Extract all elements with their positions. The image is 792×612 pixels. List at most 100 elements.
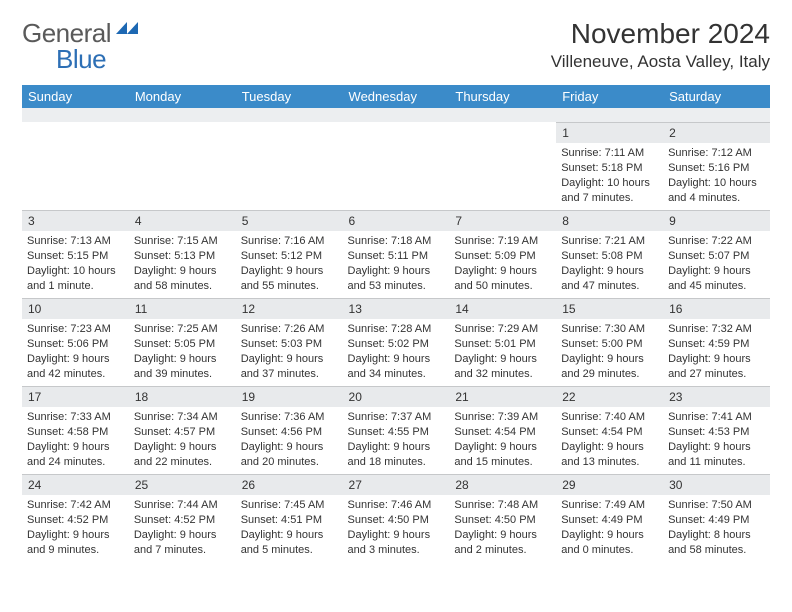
day-number: 10 (22, 298, 129, 319)
sunrise-text: Sunrise: 7:12 AM (668, 146, 765, 161)
day-body: Sunrise: 7:12 AMSunset: 5:16 PMDaylight:… (663, 143, 770, 210)
day-number: 14 (449, 298, 556, 319)
day-body: Sunrise: 7:42 AMSunset: 4:52 PMDaylight:… (22, 495, 129, 562)
sunset-text: Sunset: 5:07 PM (668, 249, 765, 264)
calendar-day-cell: 12Sunrise: 7:26 AMSunset: 5:03 PMDayligh… (236, 298, 343, 386)
sunrise-text: Sunrise: 7:30 AM (561, 322, 658, 337)
dow-header: Monday (129, 85, 236, 108)
day-body: Sunrise: 7:33 AMSunset: 4:58 PMDaylight:… (22, 407, 129, 474)
calendar-day-cell: 7Sunrise: 7:19 AMSunset: 5:09 PMDaylight… (449, 210, 556, 298)
day-number: 9 (663, 210, 770, 231)
day-body: Sunrise: 7:18 AMSunset: 5:11 PMDaylight:… (343, 231, 450, 298)
calendar-day-cell: 25Sunrise: 7:44 AMSunset: 4:52 PMDayligh… (129, 474, 236, 562)
sunset-text: Sunset: 5:11 PM (348, 249, 445, 264)
sunrise-text: Sunrise: 7:44 AM (134, 498, 231, 513)
sunset-text: Sunset: 5:15 PM (27, 249, 124, 264)
sunrise-text: Sunrise: 7:45 AM (241, 498, 338, 513)
sunrise-text: Sunrise: 7:25 AM (134, 322, 231, 337)
day-number: 11 (129, 298, 236, 319)
daylight-text: Daylight: 9 hours and 32 minutes. (454, 352, 551, 382)
dow-header: Friday (556, 85, 663, 108)
sunset-text: Sunset: 5:03 PM (241, 337, 338, 352)
day-number: 12 (236, 298, 343, 319)
daylight-text: Daylight: 9 hours and 27 minutes. (668, 352, 765, 382)
sunset-text: Sunset: 4:50 PM (454, 513, 551, 528)
sunrise-text: Sunrise: 7:33 AM (27, 410, 124, 425)
day-number: 5 (236, 210, 343, 231)
day-number: 7 (449, 210, 556, 231)
calendar-day-cell: 15Sunrise: 7:30 AMSunset: 5:00 PMDayligh… (556, 298, 663, 386)
calendar-day-cell: 28Sunrise: 7:48 AMSunset: 4:50 PMDayligh… (449, 474, 556, 562)
day-number: 13 (343, 298, 450, 319)
calendar-day-cell: 4Sunrise: 7:15 AMSunset: 5:13 PMDaylight… (129, 210, 236, 298)
daylight-text: Daylight: 9 hours and 50 minutes. (454, 264, 551, 294)
day-body: Sunrise: 7:45 AMSunset: 4:51 PMDaylight:… (236, 495, 343, 562)
spacer-row (22, 108, 770, 122)
sunrise-text: Sunrise: 7:50 AM (668, 498, 765, 513)
calendar-day-cell: 8Sunrise: 7:21 AMSunset: 5:08 PMDaylight… (556, 210, 663, 298)
sunrise-text: Sunrise: 7:37 AM (348, 410, 445, 425)
logo-mark-icon (116, 20, 138, 43)
sunset-text: Sunset: 5:06 PM (27, 337, 124, 352)
sunset-text: Sunset: 5:02 PM (348, 337, 445, 352)
daylight-text: Daylight: 9 hours and 11 minutes. (668, 440, 765, 470)
day-body: Sunrise: 7:21 AMSunset: 5:08 PMDaylight:… (556, 231, 663, 298)
sunset-text: Sunset: 4:54 PM (561, 425, 658, 440)
sunset-text: Sunset: 4:56 PM (241, 425, 338, 440)
sunrise-text: Sunrise: 7:42 AM (27, 498, 124, 513)
calendar-day-cell: 23Sunrise: 7:41 AMSunset: 4:53 PMDayligh… (663, 386, 770, 474)
calendar-day-cell: 3Sunrise: 7:13 AMSunset: 5:15 PMDaylight… (22, 210, 129, 298)
day-body: Sunrise: 7:34 AMSunset: 4:57 PMDaylight:… (129, 407, 236, 474)
day-body: Sunrise: 7:50 AMSunset: 4:49 PMDaylight:… (663, 495, 770, 562)
daylight-text: Daylight: 9 hours and 37 minutes. (241, 352, 338, 382)
day-number: 15 (556, 298, 663, 319)
calendar-day-cell: 22Sunrise: 7:40 AMSunset: 4:54 PMDayligh… (556, 386, 663, 474)
sunset-text: Sunset: 4:53 PM (668, 425, 765, 440)
day-number: 8 (556, 210, 663, 231)
sunrise-text: Sunrise: 7:19 AM (454, 234, 551, 249)
calendar-day-cell (449, 122, 556, 210)
daylight-text: Daylight: 9 hours and 47 minutes. (561, 264, 658, 294)
sunset-text: Sunset: 4:52 PM (134, 513, 231, 528)
day-number: 6 (343, 210, 450, 231)
day-body: Sunrise: 7:28 AMSunset: 5:02 PMDaylight:… (343, 319, 450, 386)
day-number: 17 (22, 386, 129, 407)
location-text: Villeneuve, Aosta Valley, Italy (551, 52, 770, 72)
day-number: 4 (129, 210, 236, 231)
calendar-day-cell: 20Sunrise: 7:37 AMSunset: 4:55 PMDayligh… (343, 386, 450, 474)
calendar-day-cell: 9Sunrise: 7:22 AMSunset: 5:07 PMDaylight… (663, 210, 770, 298)
day-number: 26 (236, 474, 343, 495)
calendar-day-cell: 11Sunrise: 7:25 AMSunset: 5:05 PMDayligh… (129, 298, 236, 386)
daylight-text: Daylight: 10 hours and 4 minutes. (668, 176, 765, 206)
dow-header: Sunday (22, 85, 129, 108)
calendar-day-cell: 2Sunrise: 7:12 AMSunset: 5:16 PMDaylight… (663, 122, 770, 210)
day-body: Sunrise: 7:41 AMSunset: 4:53 PMDaylight:… (663, 407, 770, 474)
sunset-text: Sunset: 4:57 PM (134, 425, 231, 440)
sunrise-text: Sunrise: 7:18 AM (348, 234, 445, 249)
calendar-day-cell: 24Sunrise: 7:42 AMSunset: 4:52 PMDayligh… (22, 474, 129, 562)
sunset-text: Sunset: 5:12 PM (241, 249, 338, 264)
day-body: Sunrise: 7:22 AMSunset: 5:07 PMDaylight:… (663, 231, 770, 298)
calendar-day-cell (236, 122, 343, 210)
calendar-day-cell: 14Sunrise: 7:29 AMSunset: 5:01 PMDayligh… (449, 298, 556, 386)
sunrise-text: Sunrise: 7:29 AM (454, 322, 551, 337)
daylight-text: Daylight: 10 hours and 7 minutes. (561, 176, 658, 206)
sunrise-text: Sunrise: 7:22 AM (668, 234, 765, 249)
daylight-text: Daylight: 9 hours and 15 minutes. (454, 440, 551, 470)
day-number: 1 (556, 122, 663, 143)
logo-text-blue: Blue (56, 44, 106, 74)
sunrise-text: Sunrise: 7:21 AM (561, 234, 658, 249)
calendar-day-cell: 19Sunrise: 7:36 AMSunset: 4:56 PMDayligh… (236, 386, 343, 474)
calendar-day-cell: 29Sunrise: 7:49 AMSunset: 4:49 PMDayligh… (556, 474, 663, 562)
daylight-text: Daylight: 9 hours and 29 minutes. (561, 352, 658, 382)
day-body: Sunrise: 7:36 AMSunset: 4:56 PMDaylight:… (236, 407, 343, 474)
day-number: 22 (556, 386, 663, 407)
sunset-text: Sunset: 5:05 PM (134, 337, 231, 352)
calendar-day-cell: 6Sunrise: 7:18 AMSunset: 5:11 PMDaylight… (343, 210, 450, 298)
day-body: Sunrise: 7:44 AMSunset: 4:52 PMDaylight:… (129, 495, 236, 562)
day-number: 3 (22, 210, 129, 231)
day-body: Sunrise: 7:25 AMSunset: 5:05 PMDaylight:… (129, 319, 236, 386)
calendar-week-row: 24Sunrise: 7:42 AMSunset: 4:52 PMDayligh… (22, 474, 770, 562)
sunrise-text: Sunrise: 7:48 AM (454, 498, 551, 513)
day-number: 29 (556, 474, 663, 495)
